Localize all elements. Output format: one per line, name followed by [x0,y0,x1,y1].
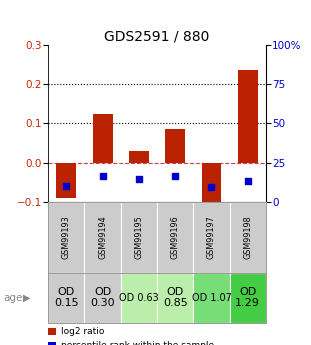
Bar [202,162,221,204]
Bar [93,114,113,162]
Text: GSM99193: GSM99193 [62,215,71,259]
Text: ▶: ▶ [23,293,30,303]
Title: GDS2591 / 880: GDS2591 / 880 [104,30,210,44]
Text: age: age [3,293,22,303]
Bar [165,129,185,162]
Text: GSM99195: GSM99195 [134,215,143,259]
Text: GSM99198: GSM99198 [243,215,252,259]
Text: OD
0.85: OD 0.85 [163,287,188,308]
Text: percentile rank within the sample: percentile rank within the sample [61,341,214,345]
Point [137,177,142,182]
Text: OD
0.30: OD 0.30 [90,287,115,308]
Text: GSM99194: GSM99194 [98,215,107,259]
Point [173,173,178,179]
Text: OD 1.07: OD 1.07 [192,293,231,303]
Point [245,178,250,184]
Text: OD
1.29: OD 1.29 [235,287,260,308]
Point [100,174,105,179]
Text: GSM99197: GSM99197 [207,215,216,259]
Bar [56,162,76,198]
Bar [238,70,258,162]
Text: log2 ratio: log2 ratio [61,327,104,336]
Text: GSM99196: GSM99196 [171,215,180,259]
Point [64,183,69,189]
Bar [129,151,149,162]
Point [209,184,214,189]
Text: OD
0.15: OD 0.15 [54,287,79,308]
Text: OD 0.63: OD 0.63 [119,293,159,303]
